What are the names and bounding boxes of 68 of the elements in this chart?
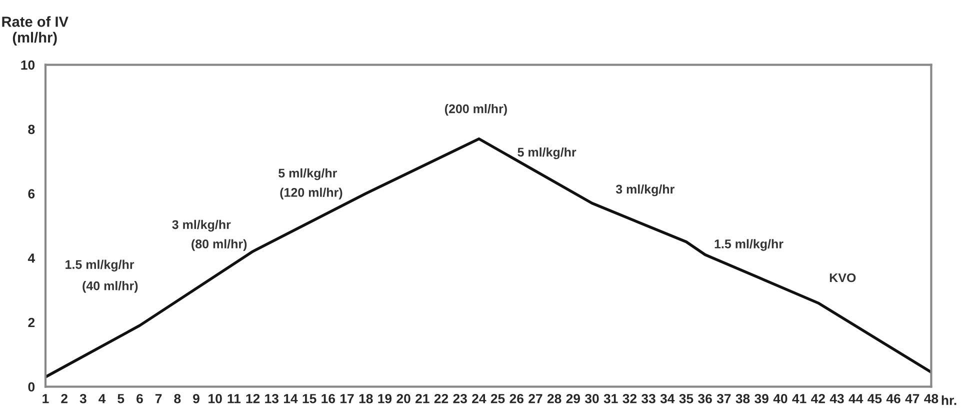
annotation: 1.5 ml/kg/hr bbox=[714, 239, 784, 251]
x-tick-label: 4 bbox=[98, 394, 106, 404]
x-tick-label: 43 bbox=[830, 394, 844, 404]
x-tick-label: 24 bbox=[472, 394, 486, 404]
x-tick-label: 22 bbox=[434, 394, 448, 404]
x-tick-label: 5 bbox=[118, 394, 124, 404]
x-tick-label: 28 bbox=[547, 394, 562, 404]
x-tick-label: 37 bbox=[716, 394, 731, 404]
x-tick-label: 40 bbox=[773, 394, 788, 404]
x-tick-label: 31 bbox=[604, 394, 618, 404]
annotation: KVO bbox=[830, 273, 856, 282]
x-tick-label: 11 bbox=[228, 394, 241, 404]
x-tick-label: 10 bbox=[208, 394, 222, 404]
x-tick-label: 21 bbox=[416, 394, 430, 404]
x-tick-label: 35 bbox=[679, 394, 694, 404]
x-tick-label: 48 bbox=[924, 394, 938, 404]
x-tick-label: 7 bbox=[155, 394, 162, 404]
x-tick-label: 19 bbox=[378, 394, 392, 404]
x-tick-label: 29 bbox=[566, 394, 580, 404]
y-tick-label: 4 bbox=[28, 254, 36, 263]
annotation: (40 ml/hr) bbox=[82, 281, 138, 293]
x-tick-label: 41 bbox=[792, 394, 806, 404]
annotation: (200 ml/hr) bbox=[444, 104, 507, 116]
x-tick-label: 8 bbox=[174, 394, 181, 404]
x-tick-label: 18 bbox=[359, 394, 373, 404]
x-tick-label: 26 bbox=[510, 394, 524, 404]
x-tick-label: 30 bbox=[584, 394, 599, 404]
x-tick-label: 6 bbox=[136, 394, 143, 404]
annotation: 1.5 ml/kg/hr bbox=[66, 260, 134, 272]
y-tick-label: 8 bbox=[28, 124, 35, 134]
x-tick-label: 27 bbox=[528, 394, 542, 404]
x-tick-label: 9 bbox=[193, 394, 200, 404]
y-tick-label: 0 bbox=[28, 382, 35, 392]
x-tick-label: 42 bbox=[811, 394, 825, 404]
x-tick-label: 44 bbox=[848, 394, 864, 404]
x-tick-label: 15 bbox=[302, 394, 316, 404]
x-tick-label: 32 bbox=[622, 394, 637, 404]
x-tick-label: 38 bbox=[736, 394, 750, 404]
x-tick-label: 36 bbox=[698, 394, 712, 404]
x-tick-label: 46 bbox=[886, 394, 900, 404]
x-tick-label: 39 bbox=[754, 394, 768, 404]
y-tick-label: 6 bbox=[28, 189, 35, 198]
x-tick-label: 23 bbox=[453, 394, 467, 404]
x-tick-label: 2 bbox=[61, 394, 68, 404]
annotation: 3 ml/kg/hr bbox=[616, 184, 674, 196]
y-tick-label: 10 bbox=[21, 60, 35, 70]
x-tick-label: 14 bbox=[284, 394, 298, 404]
annotation: (80 ml/hr) bbox=[192, 239, 247, 251]
x-tick-label: 16 bbox=[322, 394, 336, 404]
x-tick-label: 25 bbox=[490, 394, 505, 404]
x-tick-label: 47 bbox=[905, 394, 920, 404]
x-tick-label: 33 bbox=[642, 394, 656, 404]
x-tick-label: 1 bbox=[42, 394, 49, 404]
x-tick-label: 12 bbox=[246, 394, 260, 404]
annotation: 5 ml/kg/hr bbox=[278, 168, 338, 180]
x-tick-label: 34 bbox=[660, 394, 675, 404]
x-tick-label: 17 bbox=[340, 394, 354, 404]
line-series bbox=[45, 137, 932, 378]
x-tick-label: 3 bbox=[80, 394, 86, 404]
x-tick-label: 13 bbox=[265, 394, 278, 404]
y-axis-title: Rate of IV (ml/hr) bbox=[2, 16, 68, 46]
y-tick-label: 2 bbox=[28, 318, 35, 328]
x-tick-label: 45 bbox=[868, 394, 882, 404]
annotation: 3 ml/kg/hr bbox=[172, 220, 231, 232]
x-axis-title: hr. bbox=[942, 395, 956, 405]
annotation: 5 ml/kg/hr bbox=[518, 147, 576, 160]
annotation: (120 ml/hr) bbox=[280, 188, 342, 200]
x-tick-label: 20 bbox=[396, 394, 410, 404]
